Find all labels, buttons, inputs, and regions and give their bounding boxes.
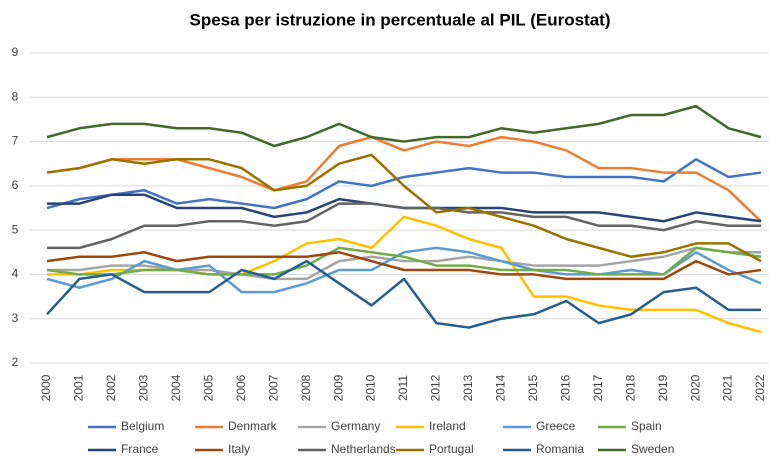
legend-label: Romania bbox=[536, 442, 584, 456]
x-tick-label: 2019 bbox=[656, 374, 670, 401]
x-tick-label: 2008 bbox=[299, 374, 313, 401]
x-tick-label: 2022 bbox=[753, 374, 767, 401]
legend-label: Greece bbox=[536, 419, 576, 433]
series-line bbox=[46, 259, 761, 329]
legend-label: Netherlands bbox=[331, 442, 396, 456]
series-line bbox=[46, 246, 762, 294]
series-line bbox=[46, 135, 762, 223]
x-tick-label: 2002 bbox=[104, 374, 118, 401]
series-line bbox=[46, 158, 762, 210]
x-tick-label: 2020 bbox=[688, 374, 702, 401]
x-tick-label: 2000 bbox=[39, 374, 53, 401]
y-tick-label: 2 bbox=[12, 355, 19, 369]
legend-label: Belgium bbox=[121, 419, 164, 433]
x-tick-label: 2016 bbox=[558, 374, 572, 401]
x-tick-label: 2004 bbox=[169, 374, 183, 401]
x-tick-label: 2006 bbox=[234, 374, 248, 401]
series-line bbox=[46, 104, 762, 148]
series-line bbox=[47, 202, 761, 250]
x-tick-label: 2005 bbox=[201, 374, 215, 401]
y-tick-label: 4 bbox=[12, 267, 19, 281]
x-tick-label: 2011 bbox=[396, 375, 410, 401]
series-line bbox=[46, 153, 762, 263]
series-line bbox=[46, 251, 762, 281]
y-tick-label: 6 bbox=[12, 178, 19, 192]
x-tick-label: 2007 bbox=[266, 374, 280, 401]
x-tick-label: 2015 bbox=[526, 374, 540, 401]
legend-label: Italy bbox=[228, 442, 250, 456]
y-tick-label: 9 bbox=[12, 45, 19, 59]
series-line bbox=[46, 246, 762, 276]
x-tick-label: 2003 bbox=[137, 374, 151, 401]
legend-label: Spain bbox=[631, 419, 662, 433]
legend-label: Sweden bbox=[631, 442, 674, 456]
y-tick-label: 5 bbox=[12, 222, 19, 236]
x-tick-label: 2012 bbox=[429, 374, 443, 401]
y-tick-label: 8 bbox=[12, 89, 19, 103]
series-line bbox=[47, 246, 761, 281]
x-tick-label: 2010 bbox=[364, 374, 378, 401]
x-tick-label: 2014 bbox=[494, 374, 508, 401]
legend-label: Portugal bbox=[429, 442, 474, 456]
legend-label: Germany bbox=[331, 419, 380, 433]
chart-title: Spesa per istruzione in percentuale al P… bbox=[189, 10, 610, 29]
x-tick-label: 2018 bbox=[623, 374, 637, 401]
x-tick-label: 2017 bbox=[591, 374, 605, 401]
y-tick-label: 7 bbox=[12, 134, 19, 148]
x-tick-label: 2021 bbox=[721, 374, 735, 401]
x-tick-label: 2013 bbox=[461, 374, 475, 401]
legend-label: Denmark bbox=[228, 419, 278, 433]
legend-label: Ireland bbox=[429, 419, 466, 433]
y-tick-label: 3 bbox=[12, 311, 19, 325]
legend-label: France bbox=[121, 442, 159, 456]
x-tick-label: 2009 bbox=[331, 374, 345, 401]
x-tick-label: 2001 bbox=[72, 374, 86, 401]
